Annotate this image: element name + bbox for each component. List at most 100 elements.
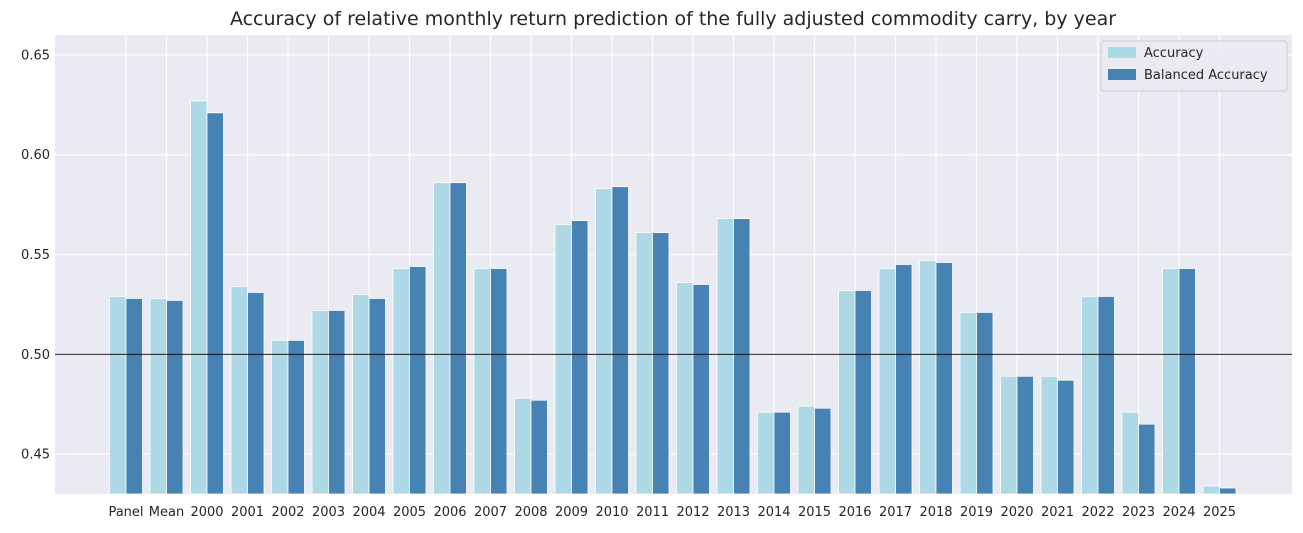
bar-balanced-accuracy-mean — [166, 300, 184, 495]
bar-accuracy-2020 — [1000, 375, 1018, 495]
x-tick-label: 2002 — [271, 505, 304, 520]
chart-title: Accuracy of relative monthly return pred… — [230, 8, 1116, 30]
bar-accuracy-2007 — [473, 268, 491, 495]
bar-accuracy-2001 — [230, 286, 248, 495]
bar-accuracy-2024 — [1162, 268, 1180, 495]
bar-accuracy-2002 — [271, 339, 289, 495]
bar-balanced-accuracy-2005 — [409, 266, 427, 495]
bar-accuracy-2022 — [1081, 296, 1099, 495]
y-tick-label: 0.65 — [21, 48, 50, 63]
bar-balanced-accuracy-2006 — [449, 182, 467, 495]
bar-balanced-accuracy-2010 — [611, 186, 629, 495]
x-tick-label: 2021 — [1041, 505, 1074, 520]
x-tick-label: 2009 — [555, 505, 588, 520]
bar-balanced-accuracy-2015 — [814, 407, 832, 495]
legend-swatch-balanced-accuracy — [1108, 69, 1136, 80]
bar-accuracy-2017 — [878, 268, 896, 495]
bar-balanced-accuracy-2003 — [328, 309, 346, 495]
y-axis-ticks: 0.45 0.50 0.55 0.60 0.65 — [21, 48, 50, 462]
x-tick-label: 2011 — [636, 505, 669, 520]
x-tick-label: 2001 — [231, 505, 264, 520]
bars — [109, 100, 1237, 495]
bar-balanced-accuracy-2016 — [854, 290, 872, 495]
bar-balanced-accuracy-2002 — [287, 339, 305, 495]
bar-accuracy-2018 — [919, 260, 937, 495]
bar-accuracy-2009 — [554, 224, 572, 495]
x-tick-label: 2010 — [595, 505, 628, 520]
bar-balanced-accuracy-2009 — [571, 220, 589, 495]
bar-accuracy-2010 — [595, 188, 613, 495]
x-tick-label: 2025 — [1203, 505, 1236, 520]
bar-accuracy-2023 — [1121, 411, 1139, 495]
x-tick-label: 2020 — [1000, 505, 1033, 520]
x-tick-label: 2000 — [190, 505, 223, 520]
bar-balanced-accuracy-2000 — [206, 112, 224, 495]
x-tick-label: 2012 — [676, 505, 709, 520]
legend-box — [1100, 40, 1288, 92]
legend-label-accuracy: Accuracy — [1144, 46, 1204, 61]
x-tick-label: 2008 — [514, 505, 547, 520]
x-tick-label: 2018 — [919, 505, 952, 520]
x-tick-label: 2022 — [1081, 505, 1114, 520]
bar-accuracy-2003 — [311, 309, 329, 495]
bar-balanced-accuracy-2019 — [976, 311, 994, 495]
bar-accuracy-2025 — [1202, 485, 1220, 495]
bar-balanced-accuracy-2007 — [490, 268, 508, 495]
x-tick-label: 2019 — [960, 505, 993, 520]
bar-balanced-accuracy-2023 — [1138, 423, 1156, 495]
x-tick-label: Mean — [149, 505, 184, 520]
bar-balanced-accuracy-2020 — [1016, 375, 1034, 495]
x-tick-label: 2015 — [798, 505, 831, 520]
x-tick-label: 2014 — [757, 505, 790, 520]
legend: Accuracy Balanced Accuracy — [1100, 40, 1288, 92]
bar-accuracy-2011 — [635, 232, 653, 495]
x-tick-label: Panel — [108, 505, 143, 520]
bar-balanced-accuracy-2021 — [1057, 379, 1075, 495]
x-tick-label: 2003 — [312, 505, 345, 520]
bar-balanced-accuracy-2025 — [1219, 487, 1237, 495]
bar-balanced-accuracy-2018 — [935, 262, 953, 495]
bar-accuracy-2014 — [757, 411, 775, 495]
bar-accuracy-2000 — [190, 100, 208, 495]
y-tick-label: 0.55 — [21, 248, 50, 263]
bar-balanced-accuracy-2004 — [368, 298, 386, 495]
bar-balanced-accuracy-2014 — [773, 411, 791, 495]
bar-accuracy-2005 — [392, 268, 410, 495]
bar-balanced-accuracy-2013 — [733, 218, 751, 495]
bar-accuracy-2013 — [716, 218, 734, 495]
bar-balanced-accuracy-2024 — [1178, 268, 1196, 495]
bar-accuracy-2006 — [433, 182, 451, 495]
x-tick-label: 2004 — [352, 505, 385, 520]
bar-balanced-accuracy-panel — [125, 298, 143, 495]
bar-accuracy-2021 — [1040, 375, 1058, 495]
x-tick-label: 2007 — [474, 505, 507, 520]
bar-accuracy-2015 — [797, 405, 815, 495]
bar-balanced-accuracy-2008 — [530, 399, 548, 495]
y-tick-label: 0.60 — [21, 148, 50, 163]
bar-balanced-accuracy-2011 — [652, 232, 670, 495]
bar-balanced-accuracy-2017 — [895, 264, 913, 495]
x-tick-label: 2023 — [1122, 505, 1155, 520]
legend-label-balanced-accuracy: Balanced Accuracy — [1144, 68, 1268, 83]
bar-accuracy-2016 — [838, 290, 856, 495]
x-tick-label: 2013 — [717, 505, 750, 520]
bar-accuracy-mean — [149, 298, 167, 495]
bar-accuracy-2012 — [676, 282, 694, 495]
x-tick-label: 2006 — [433, 505, 466, 520]
x-tick-label: 2017 — [879, 505, 912, 520]
bar-balanced-accuracy-2012 — [692, 284, 710, 495]
x-tick-label: 2024 — [1162, 505, 1195, 520]
bar-accuracy-panel — [109, 296, 127, 495]
bar-balanced-accuracy-2022 — [1097, 296, 1115, 495]
x-axis-ticks: Panel Mean 2000 2001 2002 2003 2004 2005 2006 200… — [108, 505, 1236, 520]
bar-accuracy-2019 — [959, 311, 977, 495]
y-tick-label: 0.45 — [21, 448, 50, 463]
x-tick-label: 2005 — [393, 505, 426, 520]
legend-swatch-accuracy — [1108, 47, 1136, 58]
x-tick-label: 2016 — [838, 505, 871, 520]
bar-balanced-accuracy-2001 — [247, 292, 265, 495]
bar-accuracy-2008 — [514, 397, 532, 495]
bar-accuracy-2004 — [352, 294, 370, 495]
y-tick-label: 0.50 — [21, 348, 50, 363]
